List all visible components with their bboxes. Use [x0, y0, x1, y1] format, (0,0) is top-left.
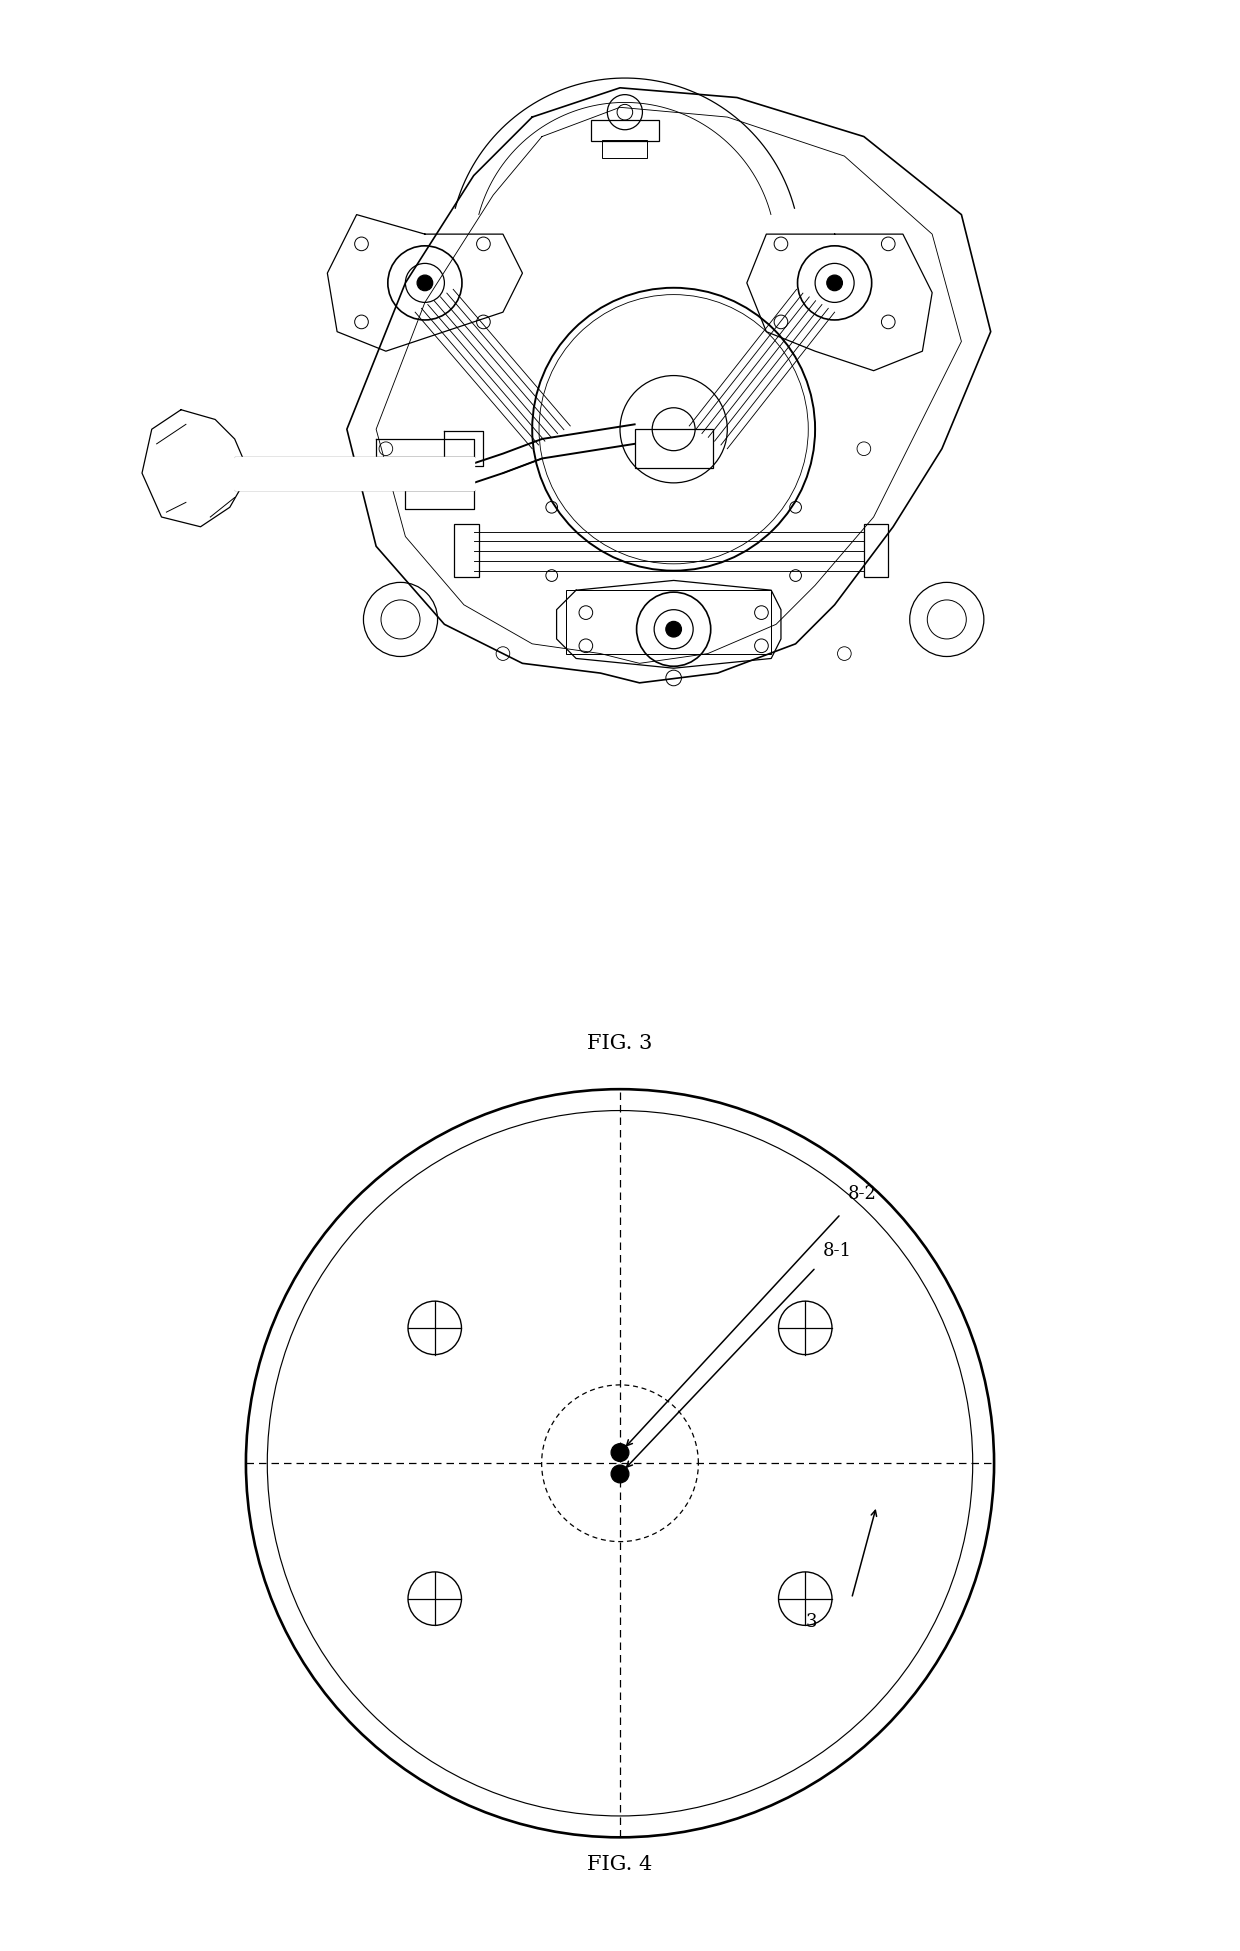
Circle shape [666, 620, 682, 636]
Circle shape [611, 1444, 629, 1461]
Circle shape [611, 1465, 629, 1483]
Text: 8-1: 8-1 [823, 1243, 852, 1260]
Text: FIG. 4: FIG. 4 [588, 1855, 652, 1875]
Text: 8-2: 8-2 [848, 1184, 877, 1204]
Bar [590, 119, 658, 140]
Circle shape [827, 275, 842, 291]
Text: 3: 3 [805, 1613, 817, 1631]
Bar [454, 523, 479, 577]
Bar [864, 523, 888, 577]
Polygon shape [234, 457, 474, 490]
Text: FIG. 3: FIG. 3 [588, 1034, 652, 1054]
Circle shape [417, 275, 433, 291]
Bar [603, 140, 647, 158]
Bar [567, 589, 771, 654]
Bar [635, 429, 713, 468]
